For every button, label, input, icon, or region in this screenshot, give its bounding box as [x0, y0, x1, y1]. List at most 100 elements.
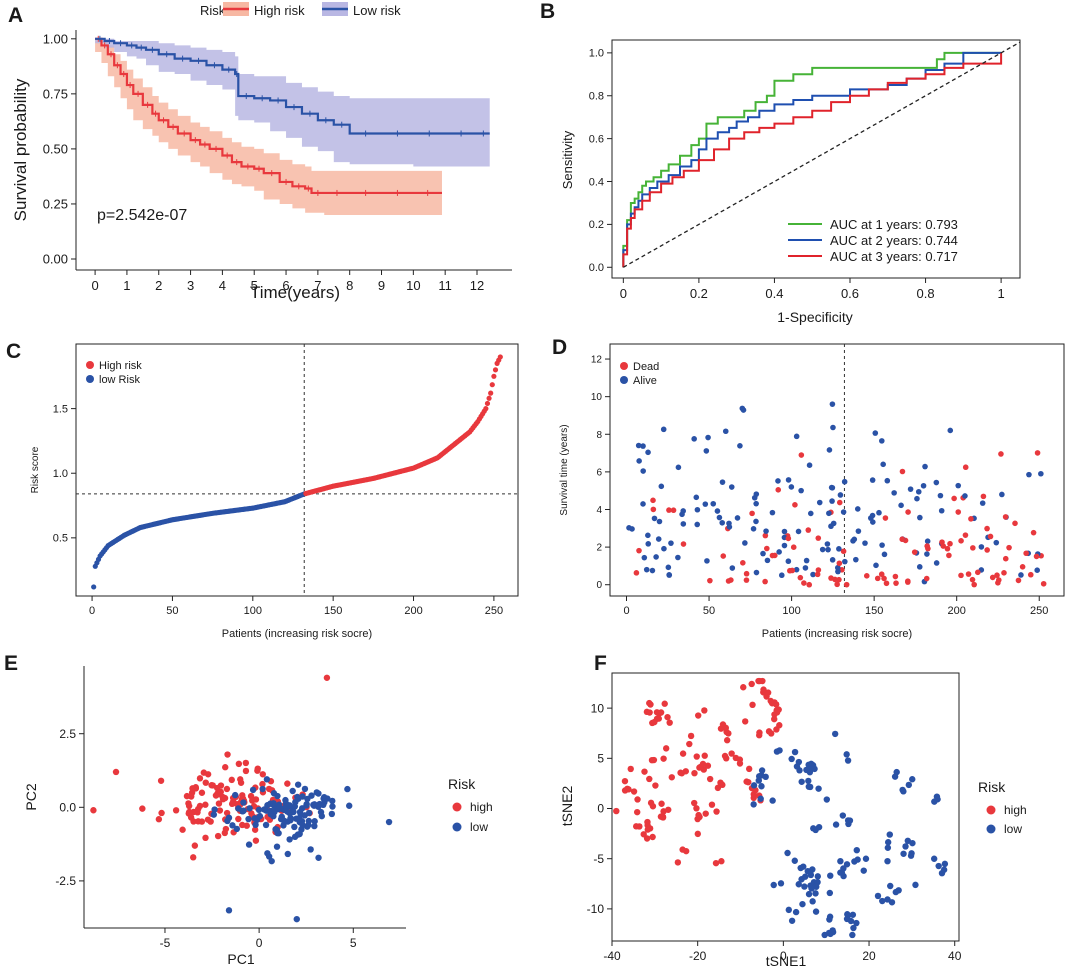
tsne-point-low — [815, 823, 823, 831]
roc-reference-diagonal — [623, 41, 1021, 268]
a-ytick-label-3: 0.75 — [43, 86, 68, 101]
xlabel-a: Time(years) — [250, 283, 340, 302]
tsne-point-low — [907, 852, 915, 859]
patient-point-alive — [645, 532, 651, 539]
patient-point-dead — [970, 545, 976, 551]
panel-a: A Risk High risk Low risk 0.00 0.25 0.50 0.… — [8, 2, 512, 302]
d-ytick-label-6: 12 — [591, 355, 603, 366]
pca-point-low — [259, 785, 266, 793]
patient-point-alive — [924, 551, 930, 557]
pca-point-high — [259, 771, 266, 778]
patient-point-dead — [1001, 570, 1007, 576]
patient-point-alive — [653, 554, 659, 560]
patient-point-dead — [840, 548, 847, 555]
pca-point-low — [252, 821, 259, 829]
patient-point-alive — [781, 542, 788, 549]
f-xtick-label-2: 0 — [780, 949, 787, 963]
patient-point-dead — [775, 487, 782, 493]
patient-point-dead — [881, 575, 887, 582]
patient-point-alive — [922, 463, 928, 470]
tsne-point-high — [661, 700, 668, 707]
patient-point-dead — [785, 535, 792, 542]
patient-point-alive — [651, 515, 658, 522]
patient-point-alive — [753, 500, 759, 507]
patient-point-dead — [728, 577, 734, 583]
tsne-point-low — [773, 748, 781, 755]
pca-point-low — [233, 825, 241, 833]
frame-d — [609, 343, 1065, 597]
patient-point-alive — [636, 458, 642, 464]
patient-point-dead — [947, 540, 953, 547]
tsne-point-low — [804, 868, 811, 875]
a-ytick-label-4: 1.00 — [43, 31, 68, 46]
tsne-point-high — [713, 808, 720, 815]
patient-point-alive — [1038, 470, 1044, 477]
patient-point-dead — [743, 577, 750, 583]
patient-point-alive — [760, 550, 766, 557]
tsne-point-high — [756, 732, 763, 739]
patient-point-dead — [1040, 580, 1047, 587]
patient-point-dead — [882, 515, 889, 521]
pca-point-high — [284, 780, 291, 787]
patient-point-dead — [994, 572, 1000, 579]
patient-point-alive — [891, 490, 897, 496]
legend-c-low-label: low Risk — [99, 374, 140, 386]
pca-point-high — [265, 785, 273, 793]
tsne-point-high — [706, 775, 714, 783]
panel-label-e: E — [4, 652, 18, 675]
b-xtick-label-3: 0.6 — [841, 286, 859, 301]
tsne-point-high — [771, 715, 778, 723]
patient-point-dead — [1033, 553, 1040, 560]
tsne-point-high — [695, 811, 702, 819]
tsne-point-high — [679, 846, 686, 853]
patient-point-dead — [940, 543, 947, 549]
pca-point-low — [268, 857, 275, 865]
tsne-point-low — [758, 772, 765, 779]
patient-point-dead — [905, 578, 911, 584]
tsne-point-low — [837, 857, 844, 865]
patient-point-alive — [798, 487, 804, 494]
patient-point-dead — [958, 572, 964, 579]
pca-point-high — [259, 780, 266, 788]
pca-point-high — [139, 805, 146, 812]
pca-point-high — [189, 785, 196, 792]
tsne-point-high — [686, 740, 693, 748]
pca-point-low — [249, 786, 257, 794]
patient-point-dead — [815, 535, 822, 541]
risk-point-high — [486, 395, 492, 401]
patient-point-alive — [793, 433, 800, 440]
patient-point-alive — [734, 515, 741, 521]
patient-point-alive — [978, 544, 985, 550]
patient-point-dead — [974, 569, 981, 576]
patient-point-alive — [641, 554, 648, 561]
patient-point-alive — [655, 536, 662, 542]
tsne-point-high — [668, 774, 675, 781]
patient-point-alive — [665, 564, 672, 571]
patient-point-dead — [883, 580, 890, 587]
roc-curve-1-year — [622, 51, 1002, 268]
patient-point-alive — [753, 569, 760, 576]
tsne-point-low — [777, 880, 785, 887]
tsne-point-high — [776, 722, 783, 729]
patient-point-dead — [958, 538, 964, 544]
patient-point-alive — [702, 501, 709, 507]
b-ytick-label-5: 1.0 — [589, 48, 604, 60]
tsne-point-high — [666, 719, 673, 726]
tsne-point-high — [630, 788, 638, 795]
patient-point-alive — [993, 539, 1000, 546]
legend-d-alive-label: Alive — [633, 375, 657, 387]
tsne-point-low — [840, 865, 847, 872]
d-ytick-label-4: 8 — [596, 430, 602, 441]
tsne-point-low — [843, 861, 851, 868]
pca-point-high — [215, 800, 223, 807]
patient-point-alive — [819, 546, 826, 553]
patient-point-alive — [917, 514, 923, 521]
legend-b: AUC at 1 years: 0.793 AUC at 2 years: 0.… — [788, 217, 958, 264]
legend-e-low-label: low — [470, 820, 488, 834]
patient-point-alive — [691, 436, 697, 442]
legend-e-high-marker — [452, 802, 462, 812]
tsne-point-low — [808, 885, 815, 892]
pca-point-high — [254, 767, 261, 774]
pca-point-high — [172, 807, 180, 814]
patient-point-alive — [825, 546, 831, 553]
